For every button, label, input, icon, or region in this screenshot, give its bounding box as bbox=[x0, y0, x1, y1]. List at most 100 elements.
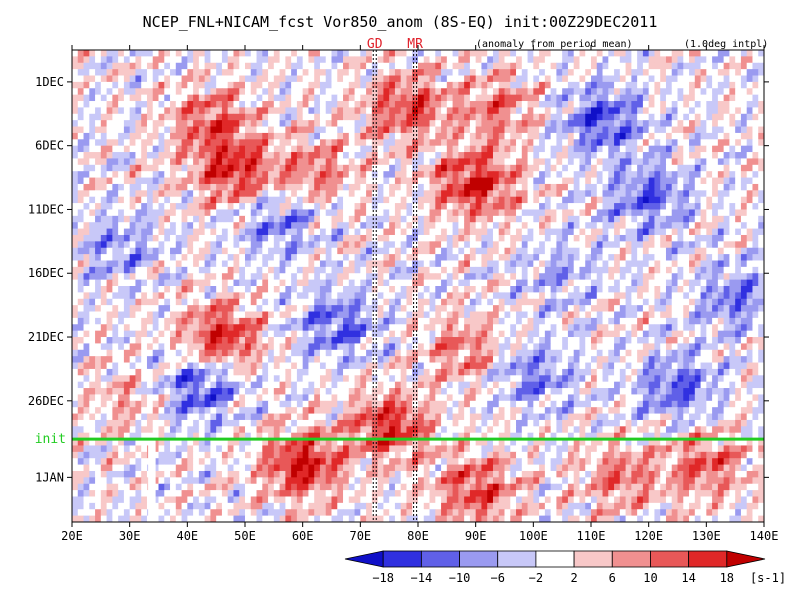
heatmap-cell bbox=[331, 69, 338, 76]
heatmap-cell bbox=[331, 260, 338, 268]
heatmap-cell bbox=[412, 56, 419, 64]
heatmap-cell bbox=[712, 177, 719, 185]
heatmap-cell bbox=[521, 292, 528, 300]
heatmap-cell bbox=[239, 228, 246, 236]
heatmap-cell bbox=[469, 75, 477, 83]
heatmap-cell bbox=[95, 260, 102, 268]
heatmap-cell bbox=[458, 139, 465, 147]
heatmap-cell bbox=[573, 292, 580, 300]
heatmap-cell bbox=[360, 203, 367, 210]
heatmap-cell bbox=[665, 298, 673, 306]
heatmap-cell bbox=[337, 94, 344, 102]
heatmap-cell bbox=[268, 183, 275, 191]
heatmap-cell bbox=[302, 196, 309, 204]
heatmap-cell bbox=[492, 266, 500, 274]
heatmap-cell bbox=[343, 139, 350, 147]
heatmap-cell bbox=[602, 145, 609, 153]
heatmap-cell bbox=[302, 69, 309, 76]
heatmap-cell bbox=[585, 171, 592, 178]
heatmap-cell bbox=[441, 203, 448, 210]
heatmap-cell bbox=[487, 222, 494, 229]
heatmap-cell bbox=[72, 113, 79, 121]
heatmap-cell bbox=[308, 120, 315, 127]
heatmap-cell bbox=[239, 234, 246, 242]
heatmap-cell bbox=[591, 158, 598, 166]
heatmap-cell bbox=[591, 196, 598, 204]
heatmap-cell bbox=[579, 222, 586, 229]
heatmap-cell bbox=[562, 260, 569, 268]
heatmap-cell bbox=[72, 241, 79, 249]
heatmap-cell bbox=[394, 254, 402, 261]
heatmap-cell bbox=[608, 152, 615, 159]
heatmap-cell bbox=[95, 292, 102, 300]
heatmap-cell bbox=[740, 145, 748, 153]
heatmap-cell bbox=[464, 126, 471, 134]
heatmap-cell bbox=[712, 305, 719, 312]
heatmap-cell bbox=[562, 190, 569, 198]
heatmap-cell bbox=[516, 132, 523, 140]
heatmap-cell bbox=[343, 62, 350, 70]
heatmap-cell bbox=[418, 75, 425, 83]
heatmap-cell bbox=[83, 120, 90, 127]
heatmap-cell bbox=[567, 62, 575, 70]
heatmap-cell bbox=[123, 298, 131, 306]
heatmap-cell bbox=[77, 171, 84, 178]
heatmap-cell bbox=[429, 81, 436, 89]
heatmap-cell bbox=[296, 75, 304, 83]
heatmap-cell bbox=[343, 190, 350, 198]
heatmap-cell bbox=[619, 152, 626, 159]
heatmap-cell bbox=[181, 171, 188, 178]
heatmap-cell bbox=[614, 254, 621, 261]
heatmap-cell bbox=[210, 203, 217, 210]
heatmap-cell bbox=[504, 113, 511, 121]
heatmap-cell bbox=[504, 260, 511, 268]
heatmap-cell bbox=[170, 209, 177, 217]
heatmap-cell bbox=[285, 139, 292, 147]
heatmap-cell bbox=[89, 203, 96, 210]
heatmap-cell bbox=[758, 62, 764, 70]
heatmap-cell bbox=[354, 145, 361, 153]
heatmap-cell bbox=[273, 164, 280, 172]
heatmap-cell bbox=[89, 152, 96, 159]
heatmap-cell bbox=[400, 94, 407, 102]
heatmap-cell bbox=[498, 222, 505, 229]
heatmap-cell bbox=[435, 266, 442, 274]
heatmap-cell bbox=[135, 101, 142, 108]
heatmap-cell bbox=[129, 171, 136, 178]
heatmap-cell bbox=[412, 120, 419, 127]
heatmap-cell bbox=[700, 183, 707, 191]
heatmap-cell bbox=[539, 286, 546, 293]
heatmap-cell bbox=[135, 260, 142, 268]
heatmap-cell bbox=[585, 113, 592, 121]
heatmap-cell bbox=[389, 101, 396, 108]
heatmap-cell bbox=[348, 228, 355, 236]
heatmap-cell bbox=[187, 145, 194, 153]
heatmap-cell bbox=[567, 203, 575, 210]
heatmap-cell bbox=[285, 298, 292, 306]
heatmap-cell bbox=[227, 241, 234, 249]
heatmap-cell bbox=[412, 139, 419, 147]
heatmap-cell bbox=[360, 254, 367, 261]
heatmap-cell bbox=[118, 247, 125, 255]
heatmap-cell bbox=[204, 286, 211, 293]
heatmap-cell bbox=[308, 50, 315, 57]
heatmap-cell bbox=[544, 56, 552, 64]
heatmap-cell bbox=[458, 183, 465, 191]
heatmap-cell bbox=[544, 228, 552, 236]
heatmap-cell bbox=[527, 113, 534, 121]
heatmap-cell bbox=[464, 292, 471, 300]
heatmap-cell bbox=[752, 171, 759, 178]
heatmap-cell bbox=[83, 62, 90, 70]
heatmap-cell bbox=[193, 94, 200, 102]
heatmap-cell bbox=[256, 247, 263, 255]
heatmap-cell bbox=[602, 298, 609, 306]
heatmap-cell bbox=[72, 69, 79, 76]
heatmap-cell bbox=[406, 75, 413, 83]
heatmap-cell bbox=[619, 107, 626, 115]
heatmap-cell bbox=[296, 139, 304, 147]
heatmap-cell bbox=[325, 120, 332, 127]
heatmap-cell bbox=[723, 266, 730, 274]
heatmap-cell bbox=[331, 286, 338, 293]
heatmap-cell bbox=[256, 126, 263, 134]
heatmap-cell bbox=[366, 113, 373, 121]
